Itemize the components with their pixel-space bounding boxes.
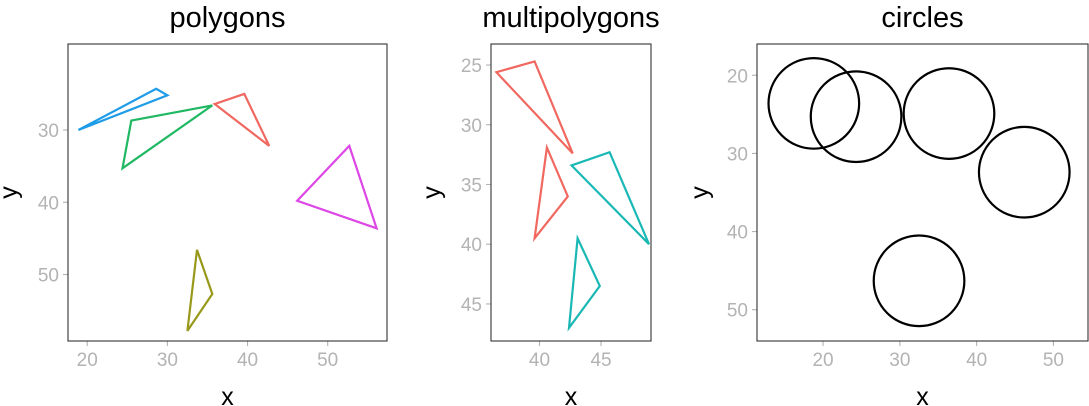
polygon-shape: [186, 249, 214, 332]
y-axis-label: y: [0, 186, 23, 199]
x-tick-label: 20: [812, 350, 833, 371]
polygon-shape: [212, 92, 271, 147]
circle-shape: [872, 234, 966, 328]
polygon-shape: [532, 143, 570, 243]
panel-title: multipolygons: [482, 2, 659, 34]
panel-circles: circles x y 20 30 40 50 20 30 40 50: [686, 2, 1089, 406]
panel-title: polygons: [169, 2, 285, 34]
y-tick-label: 35: [461, 175, 482, 196]
y-tick-label: 30: [461, 116, 482, 137]
y-tick-label: 40: [38, 193, 59, 214]
polygon-shape: [494, 60, 574, 155]
y-tick-label: 20: [727, 66, 748, 87]
circle-shape: [902, 67, 996, 160]
circle-shape: [809, 70, 903, 164]
x-axis-label: x: [916, 383, 929, 406]
polygon-shape: [569, 150, 651, 245]
y-tick-label: 25: [461, 56, 482, 77]
panel-border: [490, 43, 652, 342]
panel-title: circles: [881, 2, 963, 34]
x-tick-label: 30: [889, 350, 910, 371]
panel-polygons: polygons x y 20 30 40 50 30 40 50: [0, 2, 388, 406]
y-axis-label: y: [686, 186, 714, 199]
y-tick-label: 30: [727, 144, 748, 165]
y-tick-label: 45: [461, 295, 482, 316]
x-tick-label: 40: [966, 350, 987, 371]
x-tick-label: 40: [237, 350, 258, 371]
x-tick-label: 30: [157, 350, 178, 371]
circle-shape: [977, 125, 1071, 219]
panel-border: [756, 43, 1089, 342]
x-tick-label: 50: [1043, 350, 1064, 371]
y-tick-label: 40: [727, 223, 748, 244]
polygon-shape: [77, 87, 170, 132]
x-axis-label: x: [565, 383, 578, 406]
polygon-shape: [567, 234, 602, 332]
x-tick-label: 45: [590, 350, 611, 371]
polygon-shape: [120, 104, 213, 171]
y-tick-label: 30: [38, 121, 59, 142]
x-tick-label: 40: [529, 350, 550, 371]
x-tick-label: 20: [77, 350, 98, 371]
x-tick-label: 50: [317, 350, 338, 371]
y-tick-label: 40: [461, 235, 482, 256]
y-tick-label: 50: [727, 301, 748, 322]
circle-shape: [767, 56, 861, 150]
y-tick-label: 50: [38, 266, 59, 287]
polygon-shape: [295, 143, 379, 231]
panel-multipolygons: multipolygons x y 40 45 25 30 35 40 45: [418, 2, 660, 406]
y-axis-label: y: [418, 186, 446, 199]
x-axis-label: x: [221, 383, 234, 406]
panel-border: [67, 43, 388, 342]
